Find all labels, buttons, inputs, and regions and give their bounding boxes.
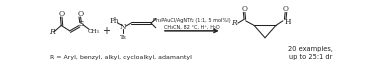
Text: +: + — [102, 26, 110, 36]
Text: CH₃CN, 82 °C, H⁺, H₂O: CH₃CN, 82 °C, H⁺, H₂O — [164, 24, 220, 29]
Text: H: H — [285, 18, 291, 26]
Text: Ts: Ts — [120, 35, 127, 39]
Text: O: O — [59, 10, 65, 18]
Text: 20 examples,: 20 examples, — [288, 46, 333, 52]
Text: O: O — [283, 5, 289, 13]
Text: N: N — [120, 23, 126, 31]
Text: O: O — [241, 5, 247, 13]
Text: Ph₃PAuCl/AgNTf₂ (1:1, 5 mol%l): Ph₃PAuCl/AgNTf₂ (1:1, 5 mol%l) — [153, 18, 231, 23]
Text: R: R — [231, 19, 237, 27]
Text: R = Aryl, benzyl, alkyl, cycloalkyl, adamantyl: R = Aryl, benzyl, alkyl, cycloalkyl, ada… — [50, 55, 191, 59]
Text: S: S — [78, 20, 83, 28]
Text: up to 25:1 dr: up to 25:1 dr — [289, 54, 332, 60]
Text: O: O — [77, 10, 84, 18]
Text: Ph: Ph — [110, 17, 119, 25]
Text: CH₃: CH₃ — [88, 29, 100, 34]
Text: R: R — [49, 28, 55, 36]
